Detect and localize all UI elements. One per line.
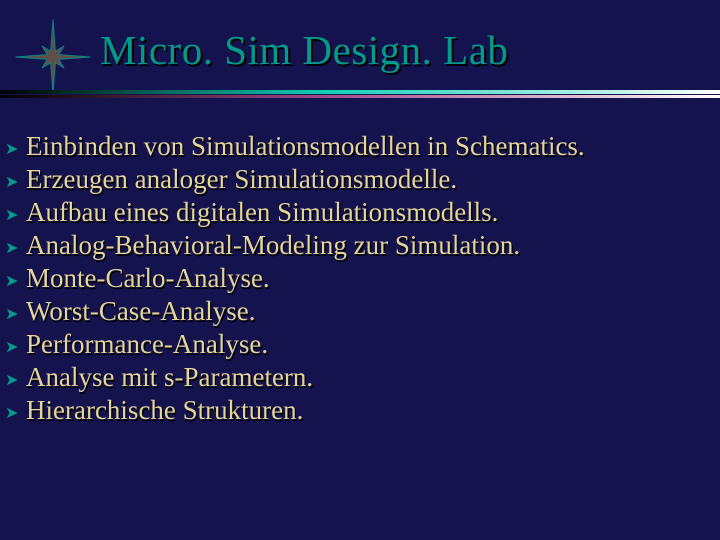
chevron-icon: ➤ <box>5 305 18 325</box>
slide: Micro. Sim Design. Lab Micro. Sim Design… <box>0 0 720 540</box>
list-item-text: Performance-Analyse. Performance-Analyse… <box>26 329 268 359</box>
chevron-icon: ➤ <box>5 173 18 193</box>
chevron-icon: ➤ <box>5 338 18 358</box>
chevron-icon: ➤ <box>5 404 18 424</box>
list-item-text: Analyse mit s-Parametern. Analyse mit s-… <box>26 362 313 392</box>
divider-bottom <box>0 95 720 98</box>
list-item-text: Worst-Case-Analyse. Worst-Case-Analyse. <box>26 296 256 326</box>
slide-title: Micro. Sim Design. Lab <box>100 26 508 74</box>
list-item: ➤ Aufbau eines digitalen Simulationsmode… <box>4 196 704 229</box>
list-item-text: Monte-Carlo-Analyse. Monte-Carlo-Analyse… <box>26 263 270 293</box>
list-item: ➤ Analyse mit s-Parametern. Analyse mit … <box>4 361 704 394</box>
starburst-icon <box>14 18 92 96</box>
divider-top <box>0 90 720 94</box>
list-item-text: Einbinden von Simulationsmodellen in Sch… <box>26 131 585 161</box>
chevron-icon: ➤ <box>5 272 18 292</box>
chevron-icon: ➤ <box>5 206 18 226</box>
chevron-icon: ➤ <box>5 140 18 160</box>
list-item-text: Erzeugen analoger Simulationsmodelle. Er… <box>26 164 457 194</box>
divider <box>0 90 720 98</box>
list-item-text: Aufbau eines digitalen Simulationsmodell… <box>26 197 498 227</box>
list-item: ➤ Hierarchische Strukturen. Hierarchisch… <box>4 394 704 427</box>
list-item: ➤ Worst-Case-Analyse. Worst-Case-Analyse… <box>4 295 704 328</box>
list-item: ➤ Einbinden von Simulationsmodellen in S… <box>4 130 704 163</box>
list-item: ➤ Erzeugen analoger Simulationsmodelle. … <box>4 163 704 196</box>
chevron-icon: ➤ <box>5 239 18 259</box>
list-item-text: Hierarchische Strukturen. Hierarchische … <box>26 395 303 425</box>
list-item: ➤ Performance-Analyse. Performance-Analy… <box>4 328 704 361</box>
list-item-text: Analog-Behavioral-Modeling zur Simulatio… <box>26 230 520 260</box>
bullet-list: ➤ Einbinden von Simulationsmodellen in S… <box>4 130 704 426</box>
chevron-icon: ➤ <box>5 371 18 391</box>
list-item: ➤ Monte-Carlo-Analyse. Monte-Carlo-Analy… <box>4 262 704 295</box>
list-item: ➤ Analog-Behavioral-Modeling zur Simulat… <box>4 229 704 262</box>
